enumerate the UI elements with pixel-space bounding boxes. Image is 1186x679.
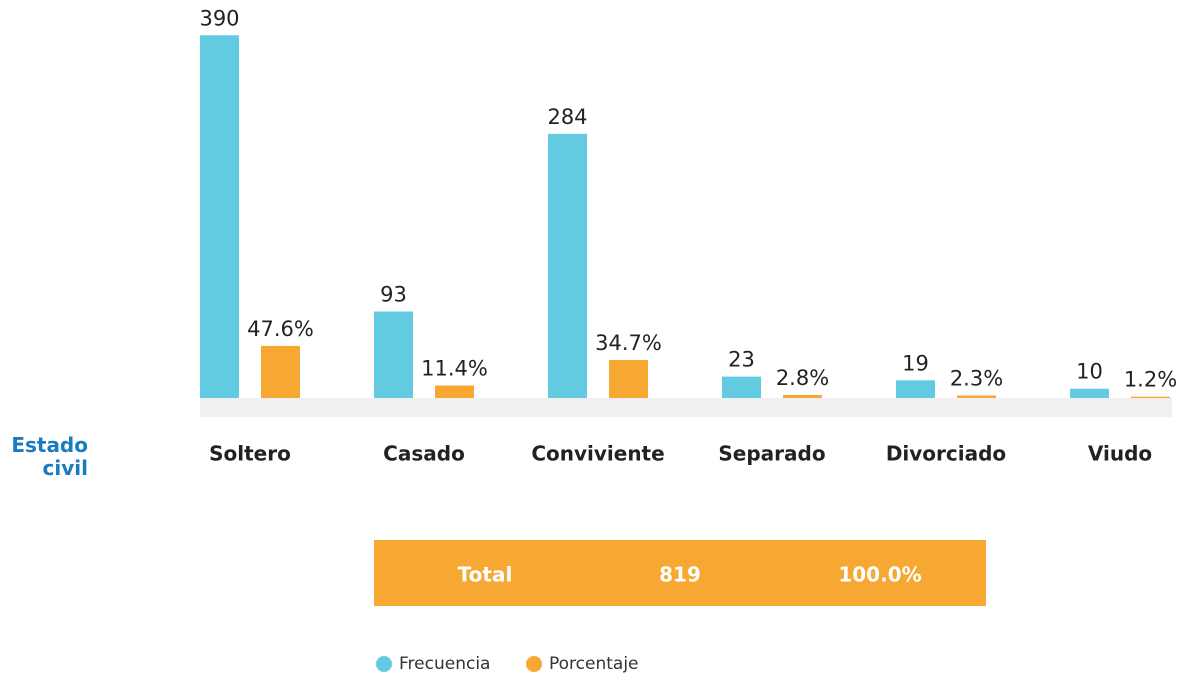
x-axis-label: Estado civil — [11, 433, 88, 480]
bar — [1131, 396, 1170, 398]
bar — [200, 35, 239, 399]
data-label: 2.8% — [776, 366, 829, 390]
bar — [609, 360, 648, 398]
x-tick-label: Casado — [383, 442, 465, 466]
data-label: 19 — [902, 351, 929, 375]
x-tick-label: Viudo — [1088, 442, 1152, 466]
data-label: 47.6% — [247, 317, 314, 341]
bar — [548, 133, 587, 398]
data-label: 34.7% — [595, 331, 662, 355]
x-tick-label: Conviviente — [531, 442, 664, 466]
bar — [896, 380, 935, 398]
bar — [722, 376, 761, 398]
total-label: Total — [458, 563, 513, 587]
data-label: 2.3% — [950, 366, 1003, 390]
bar — [957, 395, 996, 398]
x-tick-label: Separado — [718, 442, 825, 466]
data-label: 10 — [1076, 360, 1103, 384]
total-frecuencia: 819 — [659, 563, 701, 587]
bar — [1070, 388, 1109, 398]
legend-marker — [526, 656, 542, 672]
x-tick-label: Divorciado — [886, 442, 1006, 466]
data-label: 11.4% — [421, 357, 488, 381]
data-label: 390 — [199, 6, 239, 30]
x-tick-label: Soltero — [209, 442, 291, 466]
bar — [374, 311, 413, 398]
baseline-band — [200, 398, 1172, 417]
total-porcentaje: 100.0% — [838, 563, 921, 587]
data-label: 23 — [728, 348, 755, 372]
legend-label: Frecuencia — [399, 654, 490, 674]
total-box — [374, 540, 986, 606]
bar — [435, 385, 474, 398]
legend-label: Porcentaje — [549, 654, 639, 674]
data-label: 93 — [380, 283, 407, 307]
legend-marker — [376, 656, 392, 672]
bar — [783, 394, 822, 398]
data-label: 1.2% — [1124, 368, 1177, 392]
bar — [261, 345, 300, 398]
data-label: 284 — [547, 105, 587, 129]
